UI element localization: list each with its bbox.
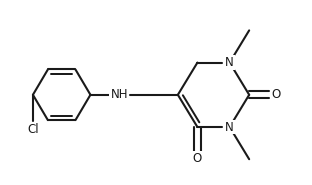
Text: Cl: Cl	[27, 123, 39, 136]
Text: O: O	[193, 152, 202, 165]
Text: NH: NH	[110, 88, 128, 101]
Text: N: N	[225, 56, 234, 69]
Text: O: O	[271, 88, 280, 101]
Text: N: N	[225, 120, 234, 134]
